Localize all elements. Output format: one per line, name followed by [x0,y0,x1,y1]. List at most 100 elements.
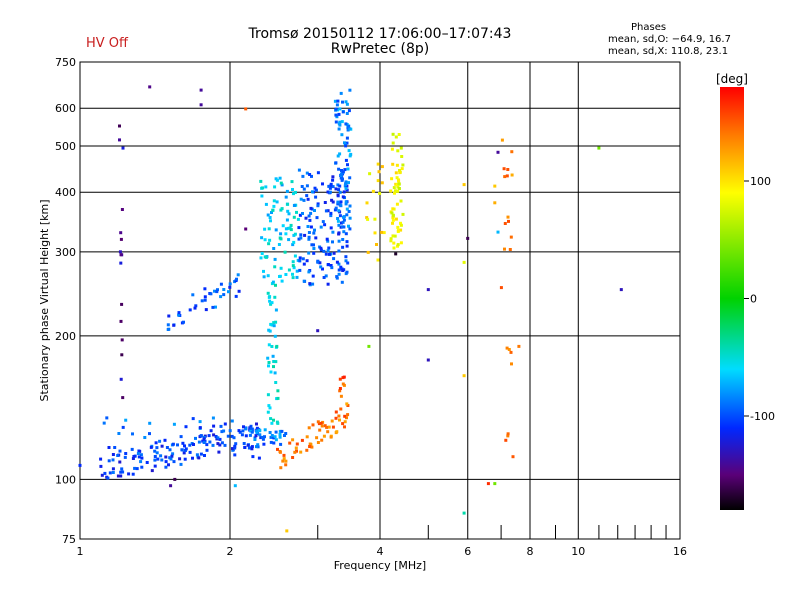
data-point [281,459,285,463]
data-point [216,442,220,446]
data-point [337,232,341,236]
data-point [276,447,279,451]
data-point [274,320,278,324]
data-point [153,458,157,462]
data-point [334,416,338,420]
data-point [347,224,350,228]
data-point [323,424,327,428]
data-point [337,223,341,227]
data-point [394,252,398,256]
data-point [382,231,386,235]
y-tick-label: 200 [55,330,76,343]
data-point [270,211,273,214]
data-point [311,190,314,194]
data-point [293,450,297,454]
data-point [295,275,299,279]
data-point [274,283,277,287]
data-point [268,238,272,242]
data-point [493,201,497,205]
data-point [337,414,341,418]
data-point [376,179,380,183]
data-point [165,446,169,449]
data-point [105,416,109,420]
data-point [399,146,403,150]
data-point [348,176,352,180]
data-point [214,435,218,438]
data-point [246,443,250,447]
data-point [336,200,340,204]
data-point [244,227,248,231]
data-point [263,238,267,242]
data-point [118,138,121,142]
phase-stats-o: mean, sd,O: −64.9, 16.7 [608,34,731,45]
data-point [99,457,103,461]
data-point [267,364,270,368]
data-point [282,457,286,461]
data-point [505,174,509,178]
data-point [180,448,184,452]
data-point [179,435,183,439]
data-point [242,442,246,445]
data-point [348,154,352,158]
data-point [306,225,310,228]
data-point [188,450,192,454]
data-point [335,430,339,434]
data-point [273,295,277,299]
data-point [148,432,151,436]
data-point [341,238,345,241]
data-point [325,425,329,429]
data-point [337,127,341,131]
data-point [233,444,237,448]
data-point [314,195,318,199]
data-point [127,472,131,476]
data-point [338,418,341,422]
data-point [167,327,171,331]
data-point [160,444,164,448]
data-point [120,338,124,342]
data-point [280,183,284,187]
data-point [103,471,107,475]
data-point [171,442,175,446]
data-point [200,299,204,303]
y-axis-label: Stationary phase Virtual Height [km] [38,199,51,401]
data-point [345,270,349,274]
x-tick-label: 6 [464,545,471,558]
data-point [291,260,295,264]
data-point [255,422,258,426]
data-point [132,455,136,458]
data-point [389,239,393,243]
data-point [329,226,333,230]
data-point [391,221,394,225]
data-point [177,313,181,317]
data-point [338,152,342,156]
data-point [269,302,273,306]
data-point [222,293,226,297]
data-point [275,200,279,204]
data-point [296,217,300,221]
data-point [178,457,182,461]
data-point [345,402,349,406]
data-point [284,232,288,236]
data-point [308,282,312,286]
data-point [295,210,298,214]
data-point [236,273,240,277]
data-point [343,141,346,145]
data-point [294,446,298,450]
data-point [321,267,324,271]
data-point [310,445,314,449]
data-point [510,173,514,177]
data-point [307,426,311,430]
data-point [203,298,207,302]
data-point [319,225,323,229]
data-point [203,454,206,457]
data-point [380,181,384,185]
y-tick-label: 100 [55,473,76,486]
y-tick-label: 400 [55,186,76,199]
data-point [315,216,319,220]
data-point [373,231,377,235]
data-point [270,421,274,425]
data-point [135,467,139,471]
data-point [294,190,297,194]
data-point [286,202,290,206]
data-point [227,290,230,294]
